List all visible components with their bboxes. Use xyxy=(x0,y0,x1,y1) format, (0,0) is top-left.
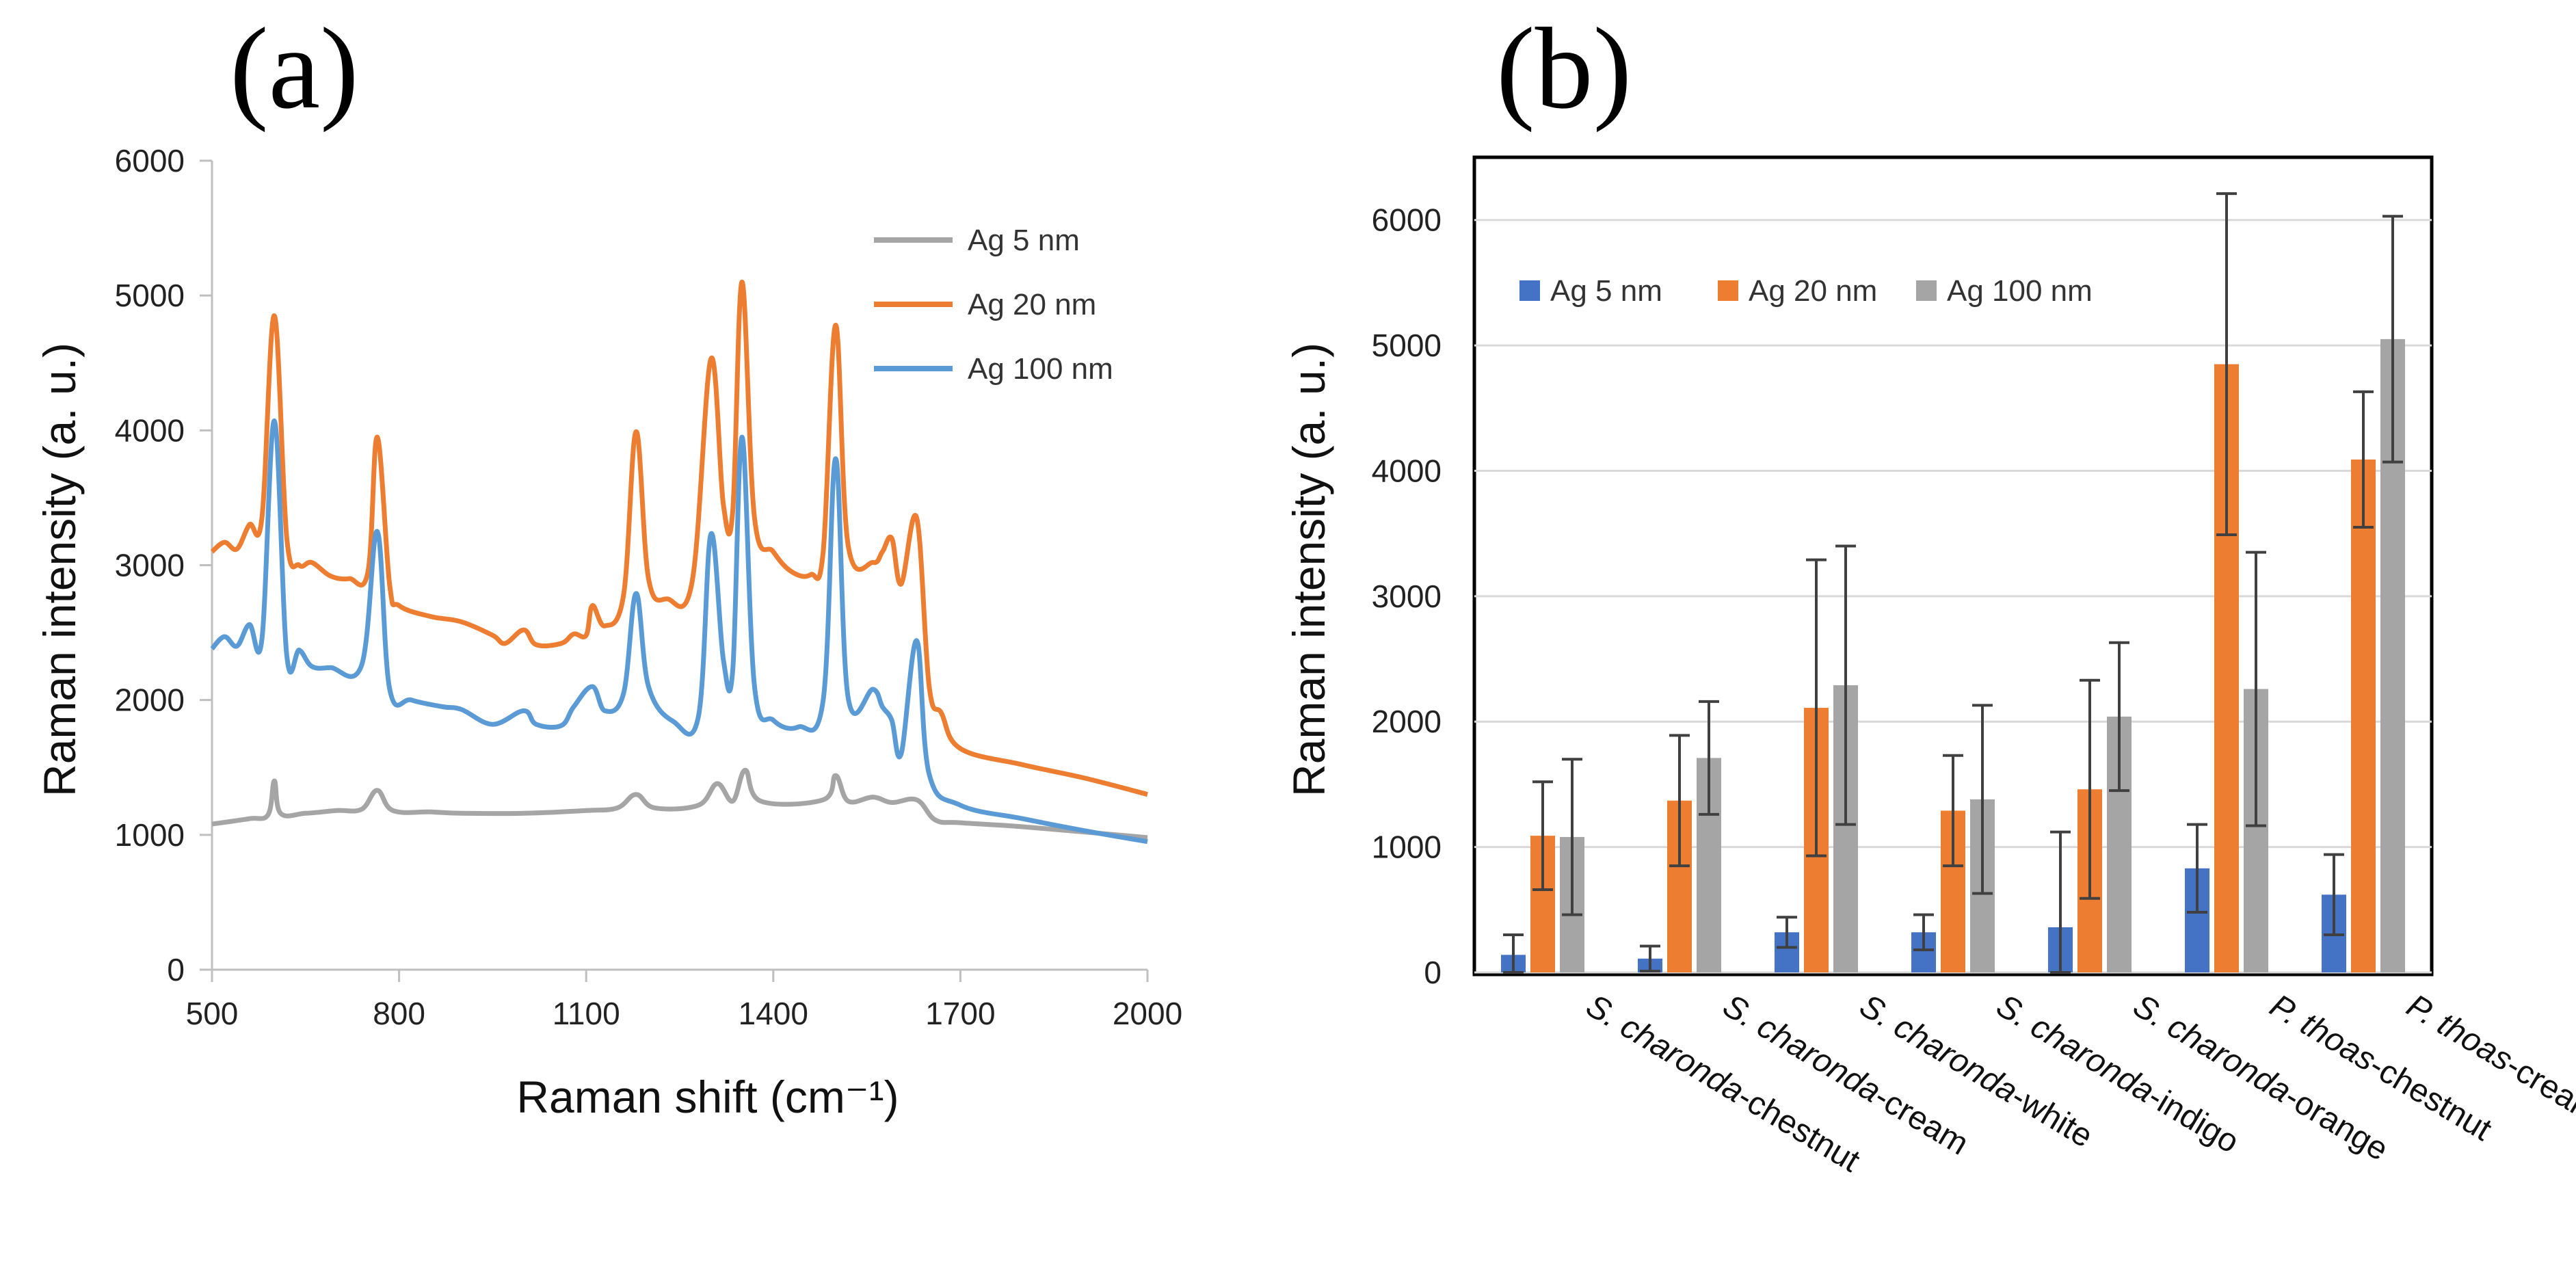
category-label: S. charonda-white xyxy=(1853,987,2099,1155)
panel-a-label: (a) xyxy=(230,4,359,133)
x-tick-label: 800 xyxy=(373,996,425,1031)
series-line-1 xyxy=(210,279,1148,797)
panel-b-label: (b) xyxy=(1496,4,1632,133)
y-tick-label: 2000 xyxy=(1372,704,1442,739)
legend-label: Ag 5 nm xyxy=(968,224,1080,257)
y-tick-label: 1000 xyxy=(1372,829,1442,865)
legend-swatch xyxy=(1718,280,1738,301)
y-tick-label: 4000 xyxy=(115,412,185,448)
panel-b-bar-chart: (b) 0 1000 2000 3000 4000 5000 6000 S. charond… xyxy=(1284,4,2576,1179)
series-line-2 xyxy=(210,418,1148,845)
x-tick-label: 1100 xyxy=(553,996,620,1031)
y-tick-label: 6000 xyxy=(115,143,185,178)
y-axis-title: Raman intensity (a. u.) xyxy=(34,343,85,797)
x-axis-title: Raman shift (cm⁻¹) xyxy=(516,1072,899,1122)
series-line-0 xyxy=(211,767,1148,840)
y-tick-label: 0 xyxy=(167,952,185,987)
y-tick-label: 5000 xyxy=(1372,328,1442,363)
legend-swatch xyxy=(1916,280,1937,301)
panel-a-line-chart: (a) 0 1000 2000 3000 4000 5000 6000 500 800 1100… xyxy=(34,4,1182,1122)
y-tick-label: 0 xyxy=(1424,955,1442,990)
y-tick-label: 4000 xyxy=(1372,453,1442,488)
x-tick-label: 500 xyxy=(186,996,239,1031)
plot-frame xyxy=(1472,155,2434,977)
y-tick-label: 5000 xyxy=(115,278,185,313)
legend-label: Ag 100 nm xyxy=(968,352,1113,386)
category-label: P. thoas-chestnut xyxy=(2263,987,2497,1148)
legend-label: Ag 20 nm xyxy=(1749,274,1877,308)
bar-1-6 xyxy=(2351,459,2376,972)
legend-swatch xyxy=(1519,280,1540,301)
y-tick-label: 1000 xyxy=(115,817,185,853)
y-tick-label: 3000 xyxy=(1372,579,1442,614)
y-tick-label: 2000 xyxy=(115,682,185,718)
x-tick-label: 1400 xyxy=(739,996,808,1031)
y-tick-label: 3000 xyxy=(115,548,185,583)
y-tick-label: 6000 xyxy=(1372,202,1442,238)
category-label: S. charonda-indigo xyxy=(1990,987,2245,1160)
category-label: S. charonda-orange xyxy=(2127,987,2394,1168)
x-tick-label: 2000 xyxy=(1113,996,1182,1031)
legend-label: Ag 20 nm xyxy=(968,288,1096,321)
y-axis-title: Raman intensity (a. u.) xyxy=(1284,343,1334,797)
legend-label: Ag 100 nm xyxy=(1947,274,2093,308)
legend-label: Ag 5 nm xyxy=(1550,274,1662,308)
x-tick-label: 1700 xyxy=(925,996,995,1031)
